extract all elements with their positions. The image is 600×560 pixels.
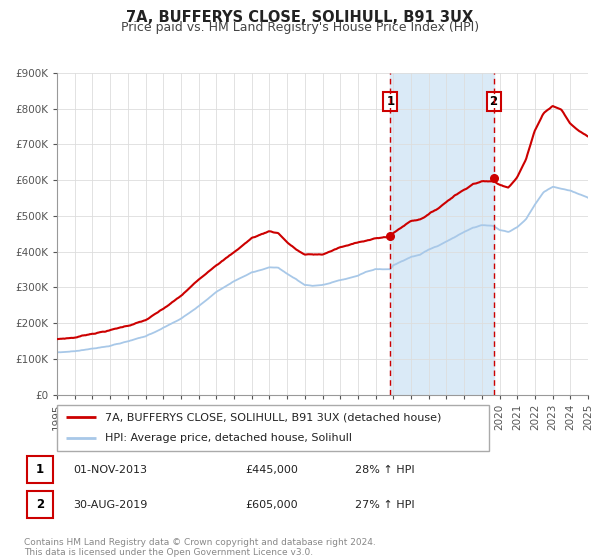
Text: 2: 2 [490, 95, 497, 108]
Text: £605,000: £605,000 [245, 500, 298, 510]
Text: HPI: Average price, detached house, Solihull: HPI: Average price, detached house, Soli… [104, 433, 352, 444]
Bar [391, 73, 494, 395]
FancyBboxPatch shape [27, 456, 53, 483]
Text: 1: 1 [386, 95, 394, 108]
Text: £445,000: £445,000 [245, 465, 298, 475]
Text: Contains HM Land Registry data © Crown copyright and database right 2024.
This d: Contains HM Land Registry data © Crown c… [24, 538, 376, 557]
Text: 30-AUG-2019: 30-AUG-2019 [74, 500, 148, 510]
Text: 27% ↑ HPI: 27% ↑ HPI [355, 500, 415, 510]
Text: 01-NOV-2013: 01-NOV-2013 [74, 465, 148, 475]
Text: 1: 1 [36, 463, 44, 476]
Text: 28% ↑ HPI: 28% ↑ HPI [355, 465, 415, 475]
Text: 7A, BUFFERYS CLOSE, SOLIHULL, B91 3UX (detached house): 7A, BUFFERYS CLOSE, SOLIHULL, B91 3UX (d… [104, 412, 441, 422]
FancyBboxPatch shape [57, 405, 489, 451]
Text: 7A, BUFFERYS CLOSE, SOLIHULL, B91 3UX: 7A, BUFFERYS CLOSE, SOLIHULL, B91 3UX [127, 10, 473, 25]
Text: 2: 2 [36, 498, 44, 511]
Text: Price paid vs. HM Land Registry's House Price Index (HPI): Price paid vs. HM Land Registry's House … [121, 21, 479, 34]
FancyBboxPatch shape [27, 492, 53, 518]
